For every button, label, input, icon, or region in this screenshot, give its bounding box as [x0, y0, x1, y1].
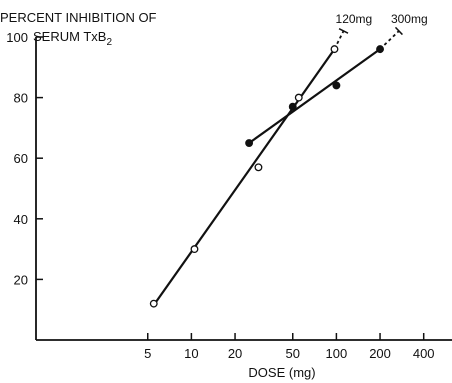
x-axis-ticks: 5 10 20 50 100 200 400: [144, 333, 435, 361]
point-open-4: [330, 45, 339, 54]
point-filled-1: [288, 102, 297, 111]
x-tick-label-5: 5: [144, 346, 151, 361]
extrapolation-line-filled: [379, 30, 400, 50]
point-open-2: [254, 163, 263, 172]
x-tick-label-50: 50: [286, 346, 300, 361]
y-tick-label-40: 40: [14, 212, 28, 227]
y-tick-label-100: 100: [6, 30, 28, 45]
point-open-0: [149, 299, 158, 308]
x-tick-label-400: 400: [413, 346, 435, 361]
point-filled-3: [376, 45, 384, 54]
y-axis-ticks: 20 40 60 80 100: [6, 30, 43, 287]
y-tick-label-20: 20: [14, 272, 28, 287]
fit-line-filled: [248, 48, 381, 144]
point-open-1: [190, 245, 199, 254]
x-axis-title: DOSE (mg): [248, 365, 315, 380]
y-axis-title-line-2-main: SERUM TxB: [33, 29, 106, 44]
point-open-3: [294, 93, 303, 102]
y-axis-title: PERCENT INHIBITION OF SERUM TxB2: [0, 10, 157, 48]
series-annotation-open: 120mg: [336, 12, 373, 26]
limit-mark-open: [338, 28, 349, 34]
y-tick-label-60: 60: [14, 151, 28, 166]
data-points: [149, 45, 384, 308]
fit-line-open: [152, 48, 336, 306]
x-tick-label-10: 10: [184, 346, 198, 361]
y-axis-title-subscript: 2: [106, 37, 112, 48]
x-tick-label-20: 20: [228, 346, 242, 361]
x-tick-label-200: 200: [369, 346, 391, 361]
y-axis-title-line-2: SERUM TxB2: [33, 29, 112, 48]
limit-mark-filled: [394, 26, 403, 36]
point-filled-2: [332, 81, 341, 90]
y-axis-title-line-1: PERCENT INHIBITION OF: [0, 10, 157, 25]
x-tick-label-100: 100: [326, 346, 348, 361]
series-annotation-filled: 300mg: [391, 12, 428, 26]
y-tick-label-80: 80: [14, 91, 28, 106]
series-annotations: 120mg 300mg: [336, 12, 428, 26]
point-filled-0: [245, 139, 254, 147]
fit-lines: [152, 26, 403, 306]
